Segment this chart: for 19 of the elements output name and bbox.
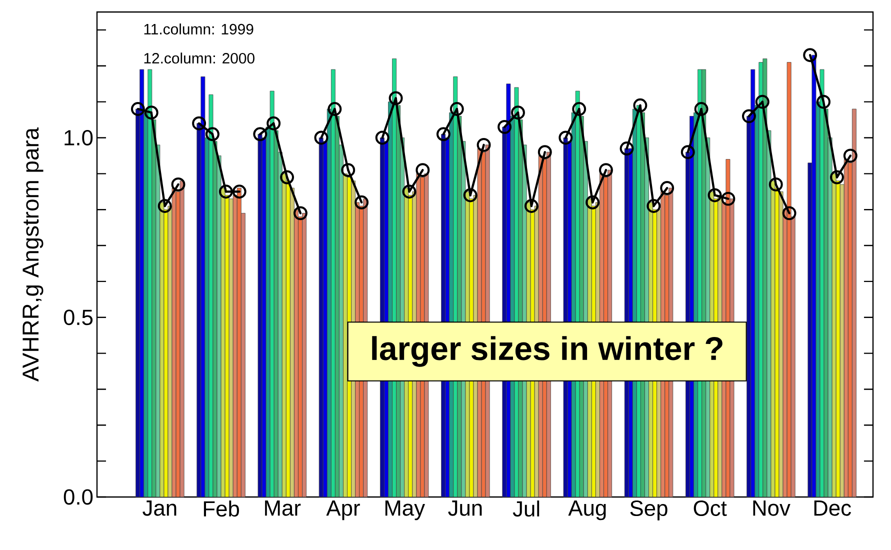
y-tick-label: 0.5 [64,310,93,326]
annotation: larger sizes in winter ? [372,336,722,367]
x-tick-label: Jun [448,500,482,516]
x-tick-label: May [385,500,426,520]
x-tick-label: Sep [630,500,668,520]
x-tick-label: Feb [204,500,239,517]
annotation: 11.column: 1999 [144,23,254,34]
y-tick-label: 0.0 [64,489,93,505]
y-axis-title: AVHRR,g Angstrom para [22,127,44,382]
x-tick-label: Apr [326,500,360,520]
x-tick-label: Jan [142,500,176,516]
x-tick-label: Mar [265,500,301,516]
x-tick-label: Nov [753,500,790,516]
x-tick-label: Jul [512,500,540,517]
x-tick-label: Aug [568,500,606,520]
y-tick-label: 1.0 [64,130,93,146]
x-tick-label: Dec [814,500,851,516]
annotation: 12.column: 2000 [144,52,254,64]
x-tick-label: Oct [694,500,727,516]
